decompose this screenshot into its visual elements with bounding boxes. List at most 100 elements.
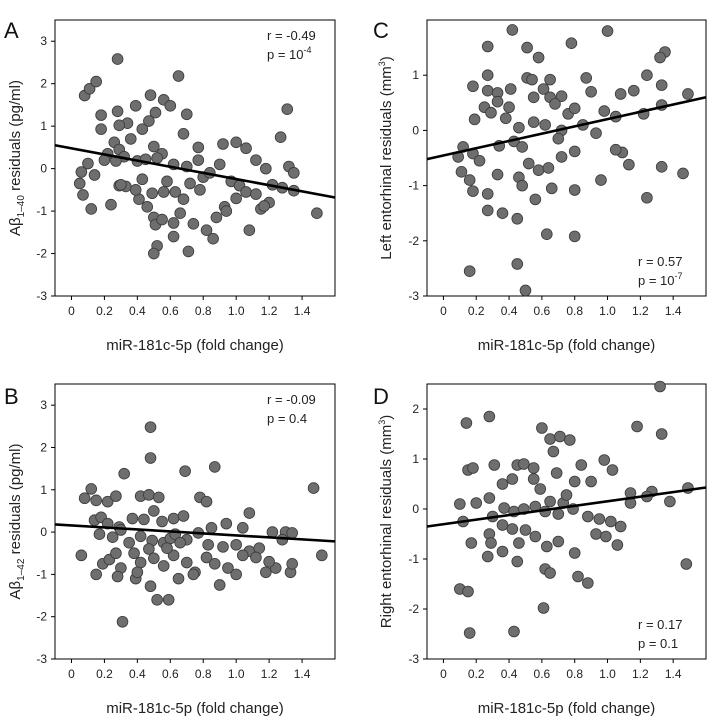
p-value-text: p = 0.1 [638, 636, 678, 651]
data-point [148, 140, 160, 153]
data-point [213, 158, 226, 171]
data-point [73, 177, 86, 190]
data-point [200, 224, 213, 236]
y-tick-label: 2 [40, 77, 47, 91]
data-point [600, 530, 612, 543]
data-point [111, 570, 124, 583]
panel-letter: A [4, 18, 19, 43]
data-point [110, 490, 122, 502]
data-point [138, 513, 150, 526]
data-point [136, 123, 149, 135]
data-point [580, 72, 592, 84]
data-point [572, 570, 584, 583]
y-axis-title-subscript: 1–42 [16, 558, 27, 581]
y-tick-label: 3 [40, 398, 47, 412]
data-point [534, 483, 547, 495]
data-point [88, 169, 101, 181]
data-point [498, 502, 510, 514]
data-point [111, 105, 124, 118]
data-point [682, 88, 694, 100]
x-tick-label: 0.8 [566, 667, 583, 681]
data-point [483, 492, 496, 504]
data-point [217, 138, 229, 150]
data-point [467, 462, 479, 474]
data-point [187, 568, 200, 581]
panel-d: D 2 1 0 -1 -2 -3 0 0.2 0.4 0.6 0.8 1.0 1.2 1.4 miR-181c… [373, 380, 707, 716]
x-tick-label: 0 [68, 667, 75, 681]
data-point [260, 566, 272, 579]
data-point [124, 133, 137, 145]
data-point [77, 189, 89, 201]
data-point [250, 551, 262, 564]
y-axis-title-text: Left entorhinal residuals (mm [378, 66, 395, 259]
data-point [148, 552, 160, 565]
data-point [549, 98, 561, 110]
data-point [167, 217, 180, 229]
data-point [542, 162, 555, 174]
data-point [496, 519, 509, 531]
data-point [157, 560, 170, 572]
data-point [519, 524, 532, 536]
data-point [585, 85, 597, 98]
x-tick-label: 0.4 [129, 304, 146, 318]
data-point [258, 200, 270, 212]
data-point [90, 75, 102, 88]
x-tick-label: 0.2 [96, 304, 113, 318]
data-point [595, 174, 607, 186]
data-point [274, 131, 287, 143]
data-point [115, 178, 127, 191]
y-tick-label: -3 [408, 289, 419, 303]
data-point [169, 186, 182, 198]
y-tick-label: -1 [36, 204, 47, 218]
x-tick-label: 0.4 [129, 667, 146, 681]
x-tick-label: 0.6 [162, 304, 179, 318]
data-point [250, 154, 262, 166]
data-point [144, 452, 157, 464]
data-point [532, 164, 545, 176]
x-tick-label: 1.2 [632, 304, 649, 318]
data-point [463, 174, 476, 186]
data-point [220, 517, 233, 530]
data-point [202, 538, 214, 551]
data-point [485, 106, 497, 119]
data-point [537, 602, 550, 614]
x-tick-label: 1.4 [294, 304, 311, 318]
data-point [605, 515, 617, 528]
y-axis-title-superscript: 3 [377, 61, 387, 66]
r-value: r = 0.17 [638, 617, 682, 632]
data-point [565, 37, 578, 49]
data-point [143, 543, 155, 555]
data-point [172, 572, 185, 585]
data-point [485, 537, 497, 549]
data-point [550, 467, 563, 479]
data-point [593, 513, 606, 525]
data-point [83, 82, 96, 95]
x-tick-label: 1.2 [632, 667, 649, 681]
y-axis-title-text: residuals (pg/ml) [7, 80, 24, 195]
data-point [532, 51, 545, 64]
x-tick-label: 1.4 [294, 667, 311, 681]
data-point [144, 580, 157, 593]
data-point [187, 218, 200, 230]
plot-frame [426, 383, 707, 660]
data-point [126, 512, 139, 525]
data-point [654, 380, 666, 393]
y-axis-title-text: residuals (pg/ml) [7, 444, 24, 559]
data-point [568, 475, 581, 488]
data-point [134, 556, 147, 569]
data-point [544, 433, 556, 445]
data-point [146, 187, 158, 200]
x-tick-label: 0.4 [501, 304, 518, 318]
data-point [236, 522, 249, 534]
data-point [460, 417, 473, 429]
p-value: p = 0.1 [638, 636, 678, 651]
data-point [260, 162, 272, 175]
data-point [627, 84, 640, 97]
data-point [220, 205, 233, 217]
data-point [568, 102, 581, 115]
x-tick-label: 1.4 [665, 304, 682, 318]
data-point [614, 88, 627, 100]
data-point [210, 211, 223, 224]
y-tick-label: 0 [412, 123, 419, 137]
y-tick-label: 1 [412, 452, 419, 466]
